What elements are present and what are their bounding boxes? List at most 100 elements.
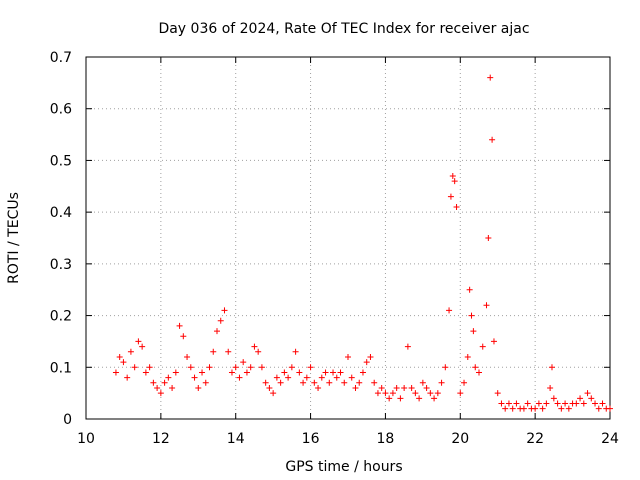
data-point [489, 136, 496, 143]
data-point [210, 348, 217, 355]
y-tick-label: 0.4 [50, 205, 72, 221]
data-point [494, 390, 501, 397]
data-point [225, 348, 232, 355]
data-point [427, 390, 434, 397]
data-point [169, 384, 176, 391]
data-point [195, 384, 202, 391]
data-point [451, 178, 458, 185]
data-point [461, 379, 468, 386]
x-axis-label: GPS time / hours [285, 459, 402, 475]
data-point [187, 364, 194, 371]
data-point [247, 364, 254, 371]
x-tick-label: 20 [451, 431, 469, 447]
data-point [315, 384, 322, 391]
data-point [434, 390, 441, 397]
data-point [453, 203, 460, 210]
data-point [401, 384, 408, 391]
data-point [565, 405, 572, 412]
data-point [157, 390, 164, 397]
data-point [393, 384, 400, 391]
data-point [584, 390, 591, 397]
data-point [322, 369, 329, 376]
data-point [232, 364, 239, 371]
data-point [550, 395, 557, 402]
data-point [341, 379, 348, 386]
data-point [595, 405, 602, 412]
data-point [202, 379, 209, 386]
data-point [288, 364, 295, 371]
data-point [416, 395, 423, 402]
plot-area-border [85, 56, 611, 420]
data-point [326, 379, 333, 386]
data-point [300, 379, 307, 386]
data-point [142, 369, 149, 376]
data-point [228, 369, 235, 376]
data-point [577, 395, 584, 402]
data-point [184, 353, 191, 360]
data-point [206, 364, 213, 371]
data-point [285, 374, 292, 381]
data-point [470, 328, 477, 335]
data-point [318, 374, 325, 381]
data-point [442, 364, 449, 371]
data-points [112, 74, 613, 412]
data-point [150, 379, 157, 386]
data-point [397, 395, 404, 402]
y-tick-label: 0.5 [50, 153, 72, 169]
data-point [292, 348, 299, 355]
data-point [124, 374, 131, 381]
data-point [348, 374, 355, 381]
data-point [116, 353, 123, 360]
data-point [520, 405, 527, 412]
data-point [303, 374, 310, 381]
data-point [180, 333, 187, 340]
data-point [476, 369, 482, 376]
data-point [378, 384, 385, 391]
data-point [573, 400, 580, 407]
data-point [270, 390, 277, 397]
y-tick-label: 0.7 [50, 50, 72, 66]
data-point [498, 400, 505, 407]
data-point [221, 307, 228, 314]
data-point [562, 400, 569, 407]
data-point [307, 364, 314, 371]
data-point [438, 379, 445, 386]
data-point [404, 343, 411, 350]
data-point [408, 384, 415, 391]
data-point [607, 405, 613, 412]
data-point [466, 286, 473, 293]
data-point [423, 384, 430, 391]
data-point [505, 400, 512, 407]
data-point [547, 384, 554, 391]
x-tick-label: 24 [601, 431, 619, 447]
data-point [502, 405, 509, 412]
data-point [446, 307, 453, 314]
grid-lines [86, 57, 610, 419]
data-point [539, 405, 546, 412]
data-point [431, 395, 438, 402]
data-point [262, 379, 269, 386]
data-point [592, 400, 599, 407]
data-point [457, 390, 464, 397]
y-axis-ticks: 0 0.1 0.2 0.3 0.4 0.5 0.6 0.7 [50, 50, 610, 428]
y-tick-label: 0 [63, 412, 72, 428]
data-point [333, 374, 340, 381]
data-point [548, 364, 555, 371]
y-tick-label: 0.2 [50, 309, 72, 325]
data-point [509, 405, 516, 412]
data-point [382, 390, 389, 397]
data-point [472, 364, 479, 371]
x-axis-ticks: 10 12 14 16 18 20 22 24 [77, 57, 619, 447]
data-point [243, 369, 250, 376]
x-tick-label: 18 [377, 431, 395, 447]
data-point [490, 338, 497, 345]
x-tick-label: 22 [526, 431, 544, 447]
data-point [311, 379, 318, 386]
x-tick-label: 10 [77, 431, 95, 447]
data-point [359, 369, 366, 376]
data-point [161, 379, 168, 386]
data-point [112, 369, 119, 376]
data-point [371, 379, 378, 386]
data-point [127, 348, 134, 355]
data-point [367, 353, 374, 360]
